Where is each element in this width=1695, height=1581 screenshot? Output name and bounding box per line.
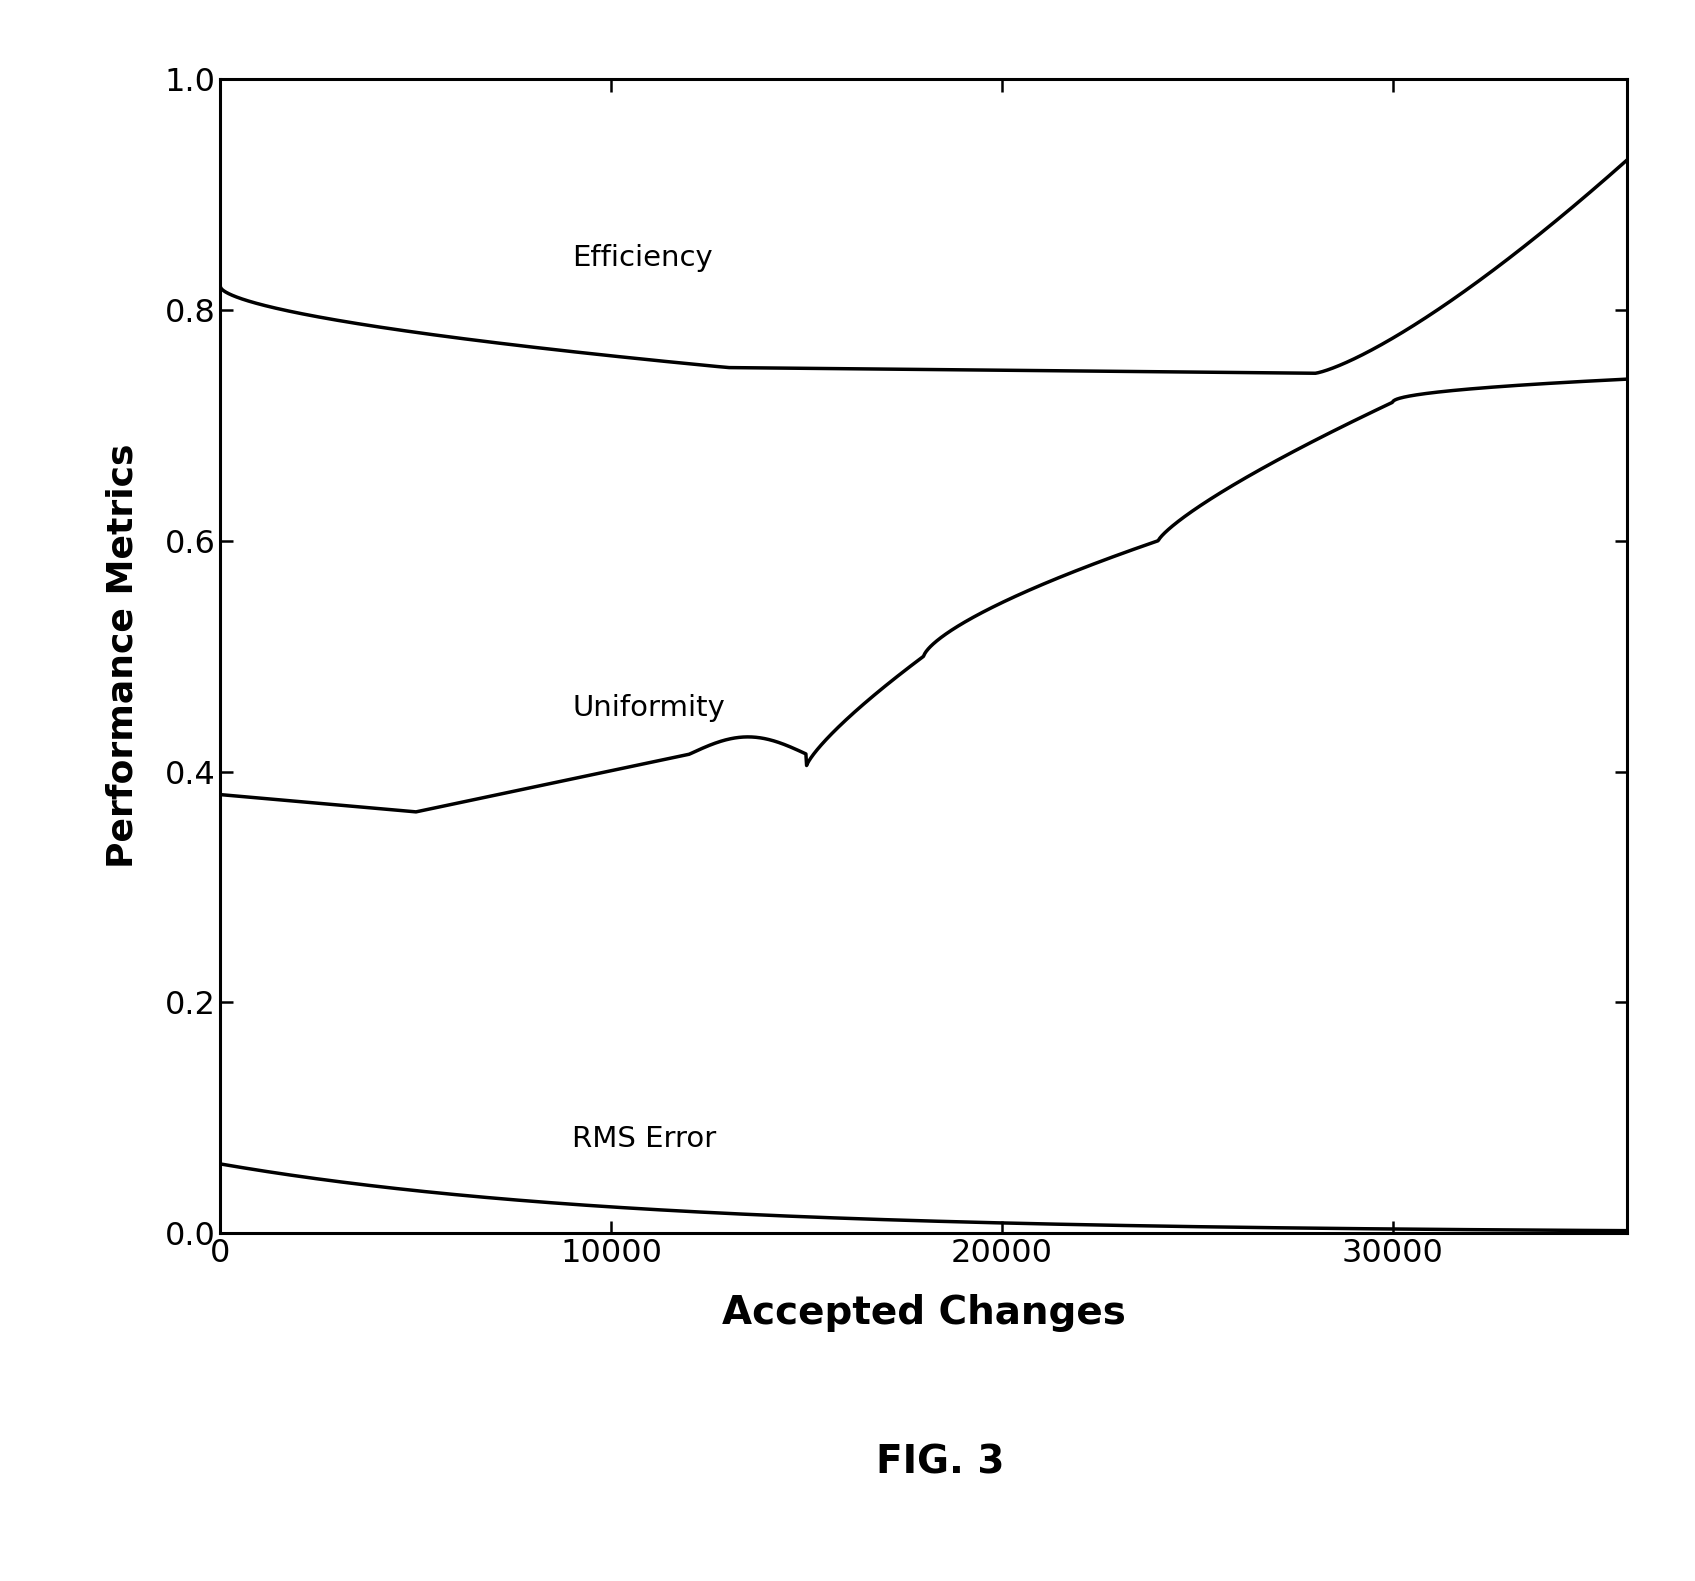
Y-axis label: Performance Metrics: Performance Metrics: [105, 444, 139, 868]
Text: FIG. 3: FIG. 3: [876, 1443, 1005, 1481]
Text: RMS Error: RMS Error: [573, 1124, 717, 1153]
Text: Efficiency: Efficiency: [573, 243, 714, 272]
Text: Uniformity: Uniformity: [573, 694, 725, 723]
X-axis label: Accepted Changes: Accepted Changes: [722, 1293, 1125, 1333]
